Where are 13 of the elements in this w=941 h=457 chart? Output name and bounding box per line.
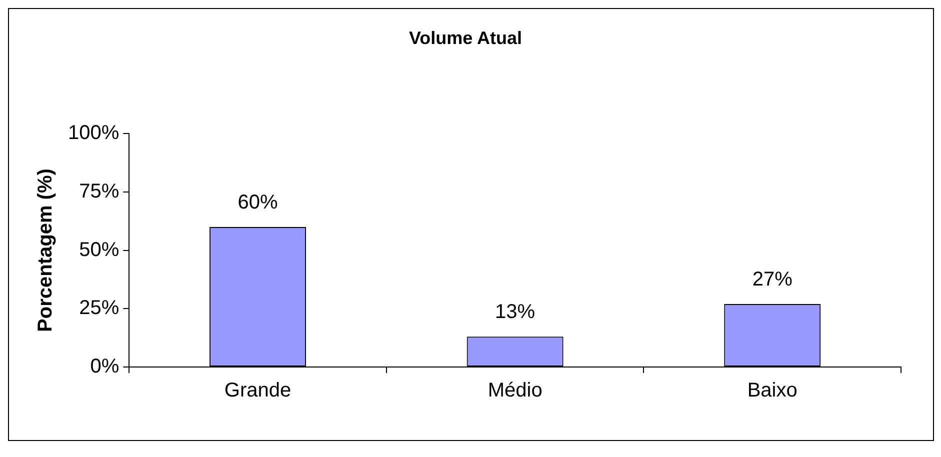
x-tick-label: Baixo (747, 380, 798, 402)
x-tick-label: Grande (224, 380, 292, 402)
y-axis-title: Porcentagem (%) (34, 168, 57, 332)
x-tick-label: Médio (488, 380, 542, 402)
data-label: 27% (752, 268, 793, 290)
data-label: 13% (495, 301, 536, 324)
y-tick-label: 100% (68, 122, 120, 144)
y-tick-label: 0% (90, 356, 120, 378)
y-tick-label: 25% (79, 297, 120, 320)
data-label: 60% (238, 191, 278, 214)
chart-title: Volume Atual (408, 28, 522, 48)
y-tick-label: 75% (79, 180, 120, 202)
y-tick-label: 50% (79, 238, 120, 261)
